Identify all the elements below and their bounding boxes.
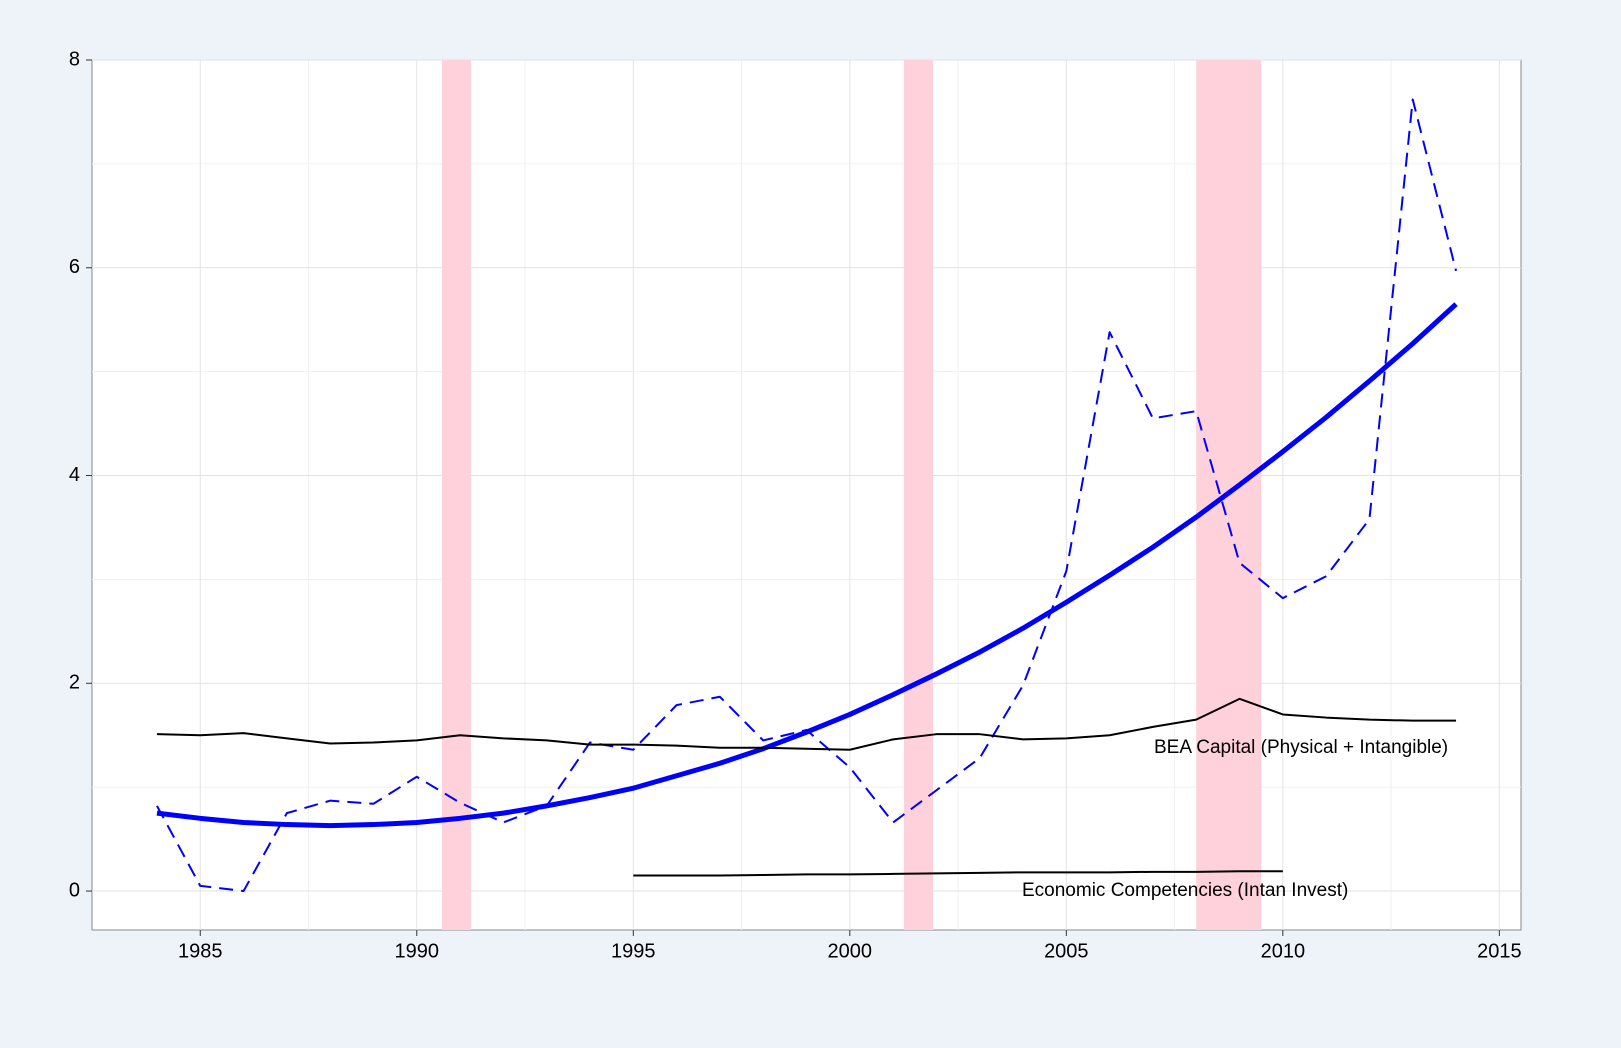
y-tick-label: 6: [69, 256, 80, 278]
x-tick-label: 1995: [611, 940, 656, 962]
series-line: [156, 697, 1457, 751]
plot-area: [91, 59, 1522, 931]
x-tick-label: 2000: [828, 940, 873, 962]
series-line: [633, 870, 1283, 877]
x-tick-label: 1990: [395, 940, 440, 962]
y-tick-label: 8: [69, 48, 80, 70]
x-tick-label: 2015: [1477, 940, 1522, 962]
recession-band: [441, 60, 471, 930]
annotation: Economic Competencies (Intan Invest): [1022, 880, 1348, 901]
x-tick-label: 1985: [178, 940, 223, 962]
annotation: BEA Capital (Physical + Intangible): [1154, 737, 1448, 758]
y-tick-label: 0: [69, 879, 80, 901]
x-tick-label: 2010: [1261, 940, 1306, 962]
y-tick-label: 4: [69, 464, 80, 486]
recession-band: [903, 60, 933, 930]
y-tick-label: 2: [69, 672, 80, 694]
series-line: [156, 302, 1458, 829]
x-tick-label: 2005: [1044, 940, 1089, 962]
